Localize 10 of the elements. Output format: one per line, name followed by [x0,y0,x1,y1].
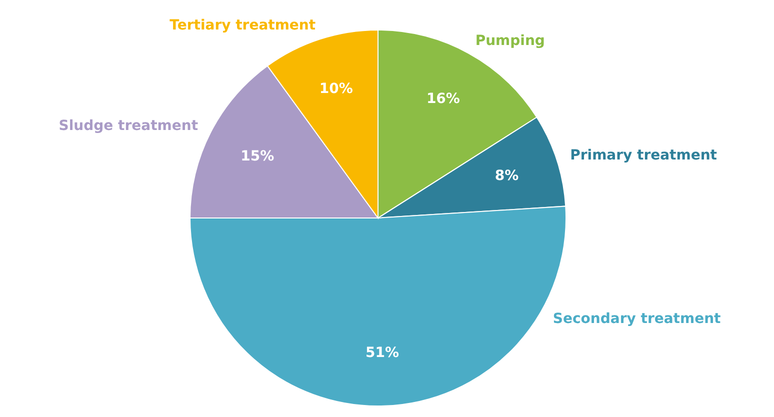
data-label: 10% [319,81,353,98]
slice-label: Tertiary treatment [170,18,316,34]
data-label: 8% [494,168,519,184]
data-label: 15% [240,148,274,164]
slice-label: Primary treatment [570,147,718,164]
slice-label: Secondary treatment [552,310,722,327]
slice-label: Sludge treatment [58,118,198,134]
data-label: 51% [365,345,400,362]
slice-label: Pumping [475,32,545,49]
data-label: 16% [426,91,460,108]
